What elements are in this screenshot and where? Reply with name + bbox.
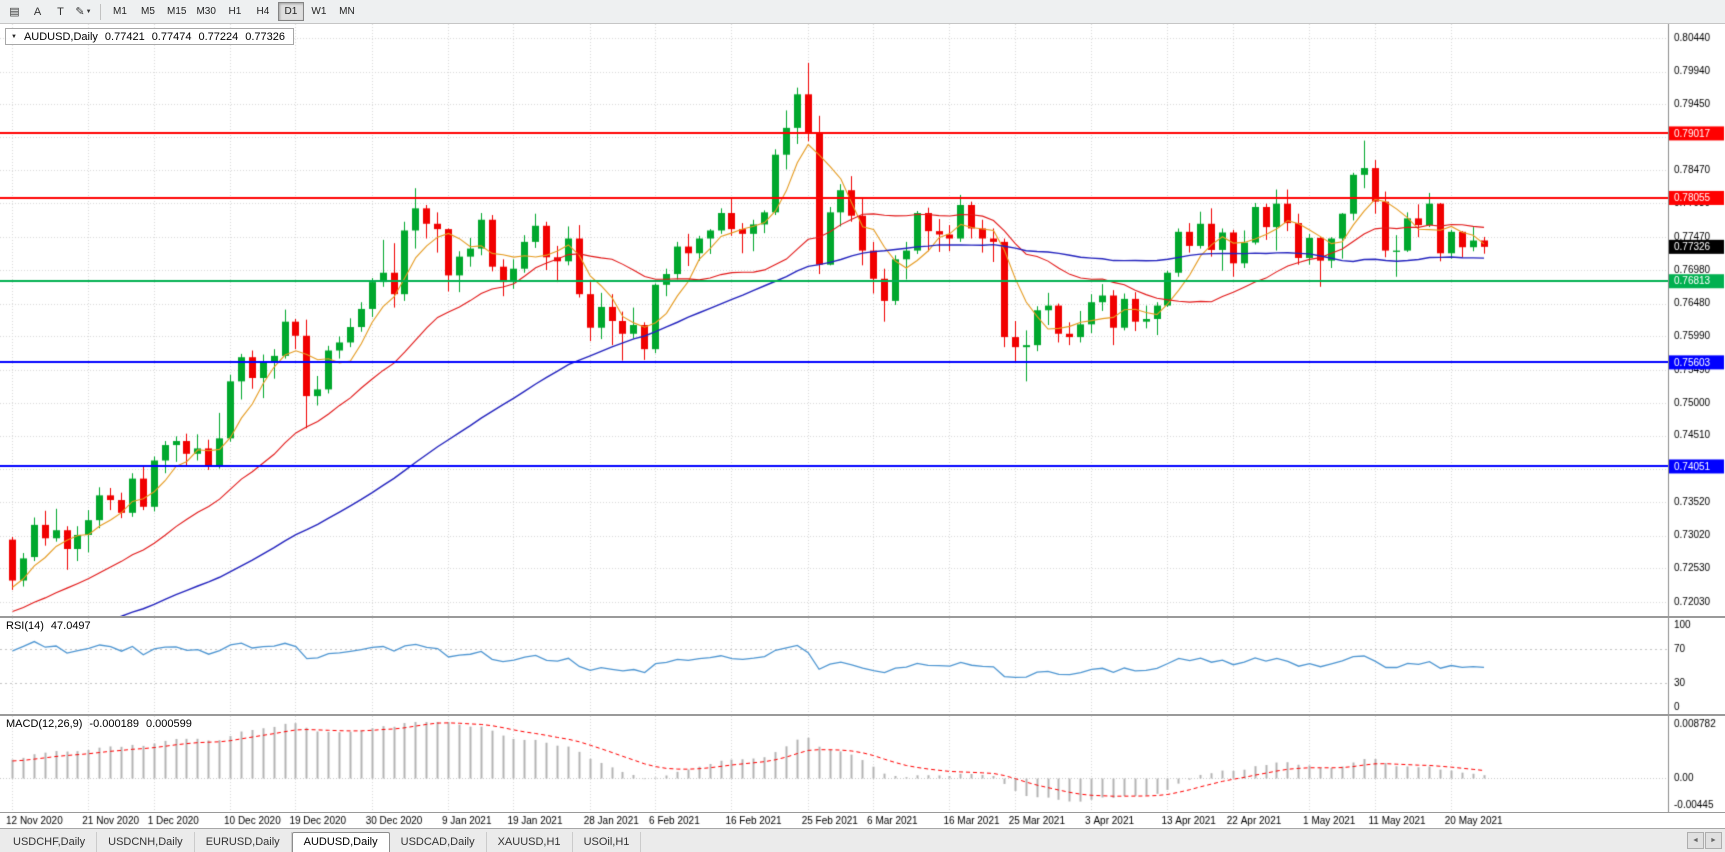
macd-value-2: 0.000599 <box>145 718 192 730</box>
macd-panel: MACD(12,26,9) -0.000189 0.000599 <box>0 716 1725 812</box>
timeframe-m5-button[interactable]: M5 <box>135 2 161 21</box>
timeframe-m1-button[interactable]: M1 <box>107 2 133 21</box>
chart-tab-eurusd[interactable]: EURUSD,Daily <box>195 832 292 852</box>
cursor-tool-icon[interactable]: A <box>26 2 49 22</box>
chart-tab-usdchf[interactable]: USDCHF,Daily <box>2 832 98 852</box>
macd-indicator-canvas[interactable] <box>0 716 1725 812</box>
timeframe-h4-button[interactable]: H4 <box>250 2 276 21</box>
draw-tools-glyph: ✎ <box>75 6 85 18</box>
one-click-trading-toggle-icon[interactable]: ▼ <box>11 33 17 40</box>
timeframe-d1-button[interactable]: D1 <box>277 2 304 21</box>
chart-tabbar: USDCHF,Daily USDCNH,Daily EURUSD,Daily A… <box>0 828 1725 852</box>
open-value: 0.77421 <box>104 30 145 43</box>
low-value: 0.77224 <box>198 30 239 43</box>
symbol-period-label: AUDUSD,Daily <box>23 30 98 43</box>
text-tool-glyph: T <box>57 5 64 18</box>
timeframe-m30-button[interactable]: M30 <box>192 2 219 21</box>
charts-grid-icon[interactable]: ▤ <box>3 2 26 22</box>
macd-name: MACD(12,26,9) <box>6 718 83 730</box>
close-value: 0.77326 <box>245 30 285 43</box>
chart-tab-xauusd[interactable]: XAUUSD,H1 <box>487 832 573 852</box>
dropdown-caret-icon: ▼ <box>85 8 92 15</box>
timeframe-h1-button[interactable]: H1 <box>222 2 248 21</box>
rsi-indicator-canvas[interactable] <box>0 618 1725 714</box>
tabs-scroll-left-button[interactable]: ◄ <box>1687 832 1704 849</box>
chart-tab-audusd[interactable]: AUDUSD,Daily <box>291 832 390 852</box>
rsi-name: RSI(14) <box>6 620 44 632</box>
draw-tools-icon[interactable]: ✎ ▼ <box>72 2 95 22</box>
rsi-panel: RSI(14) 47.0497 <box>0 618 1725 714</box>
top-toolbar: ▤ A T ✎ ▼ M1 M5 M15 M30 H1 H4 D1 W1 MN <box>0 0 1725 24</box>
panel-divider[interactable] <box>0 714 1725 716</box>
tabs-scroll-right-button[interactable]: ► <box>1705 832 1722 849</box>
chart-tab-usdcnh[interactable]: USDCNH,Daily <box>97 832 195 852</box>
high-value: 0.77474 <box>151 30 192 43</box>
text-tool-icon[interactable]: T <box>49 2 72 22</box>
macd-label: MACD(12,26,9) -0.000189 0.000599 <box>6 718 192 730</box>
rsi-value: 47.0497 <box>50 620 91 632</box>
chart-ohlc-header: ▼ AUDUSD,Daily 0.77421 0.77474 0.77224 0… <box>5 28 294 45</box>
price-chart-canvas[interactable] <box>0 24 1725 616</box>
chart-tab-usoil[interactable]: USOil,H1 <box>573 832 642 852</box>
time-axis-canvas[interactable] <box>0 813 1725 828</box>
chart-tab-usdcad[interactable]: USDCAD,Daily <box>390 832 487 852</box>
timeframe-mn-button[interactable]: MN <box>334 2 360 21</box>
timeframe-m15-button[interactable]: M15 <box>163 2 190 21</box>
charts-grid-glyph: ▤ <box>9 6 20 18</box>
panel-divider[interactable] <box>0 616 1725 618</box>
cursor-tool-glyph: A <box>33 5 42 18</box>
time-axis <box>0 812 1725 828</box>
toolbar-separator <box>100 3 101 20</box>
timeframe-w1-button[interactable]: W1 <box>306 2 332 21</box>
tabbar-scroll: ◄ ► <box>1686 832 1722 849</box>
rsi-label: RSI(14) 47.0497 <box>6 620 91 632</box>
macd-value-1: -0.000189 <box>89 718 139 730</box>
price-panel: ▼ AUDUSD,Daily 0.77421 0.77474 0.77224 0… <box>0 24 1725 616</box>
